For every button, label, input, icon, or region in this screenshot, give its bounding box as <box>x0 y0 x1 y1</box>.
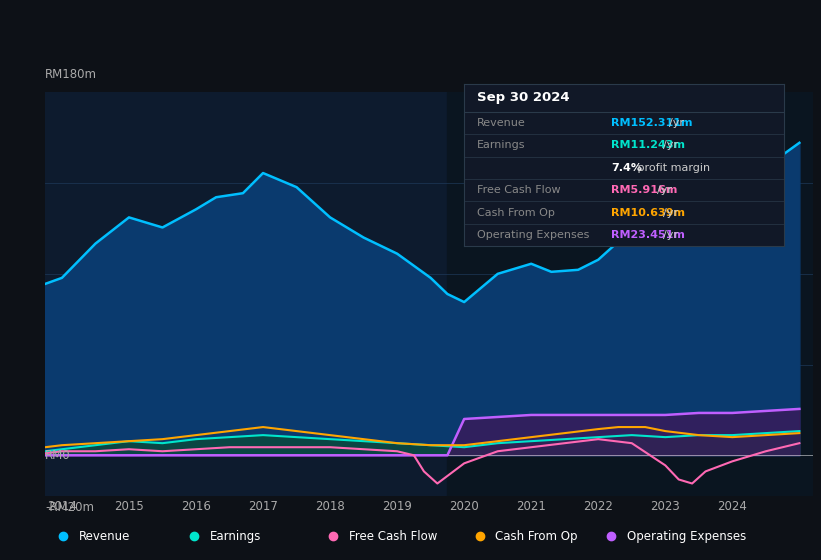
Text: Operating Expenses: Operating Expenses <box>626 530 745 543</box>
Text: Operating Expenses: Operating Expenses <box>477 230 589 240</box>
Text: RM5.916m: RM5.916m <box>611 185 677 195</box>
Text: RM0: RM0 <box>45 449 71 462</box>
Text: Cash From Op: Cash From Op <box>495 530 578 543</box>
Text: /yr: /yr <box>658 185 672 195</box>
Text: Sep 30 2024: Sep 30 2024 <box>477 91 569 104</box>
Text: Revenue: Revenue <box>79 530 130 543</box>
Text: /yr: /yr <box>663 208 678 218</box>
Text: Revenue: Revenue <box>477 118 525 128</box>
Text: Free Cash Flow: Free Cash Flow <box>477 185 560 195</box>
Text: Earnings: Earnings <box>477 141 525 150</box>
Text: Earnings: Earnings <box>210 530 261 543</box>
Text: RM180m: RM180m <box>45 68 97 81</box>
Text: -RM20m: -RM20m <box>45 501 94 514</box>
Text: RM152.311m: RM152.311m <box>611 118 693 128</box>
Text: profit margin: profit margin <box>634 163 710 173</box>
Bar <box>447 92 821 496</box>
Text: RM23.451m: RM23.451m <box>611 230 685 240</box>
Text: Free Cash Flow: Free Cash Flow <box>349 530 437 543</box>
Text: RM11.243m: RM11.243m <box>611 141 686 150</box>
Text: /yr: /yr <box>663 230 678 240</box>
Text: Cash From Op: Cash From Op <box>477 208 554 218</box>
Text: /yr: /yr <box>669 118 684 128</box>
Text: 7.4%: 7.4% <box>611 163 642 173</box>
Text: /yr: /yr <box>663 141 678 150</box>
Text: RM10.639m: RM10.639m <box>611 208 686 218</box>
